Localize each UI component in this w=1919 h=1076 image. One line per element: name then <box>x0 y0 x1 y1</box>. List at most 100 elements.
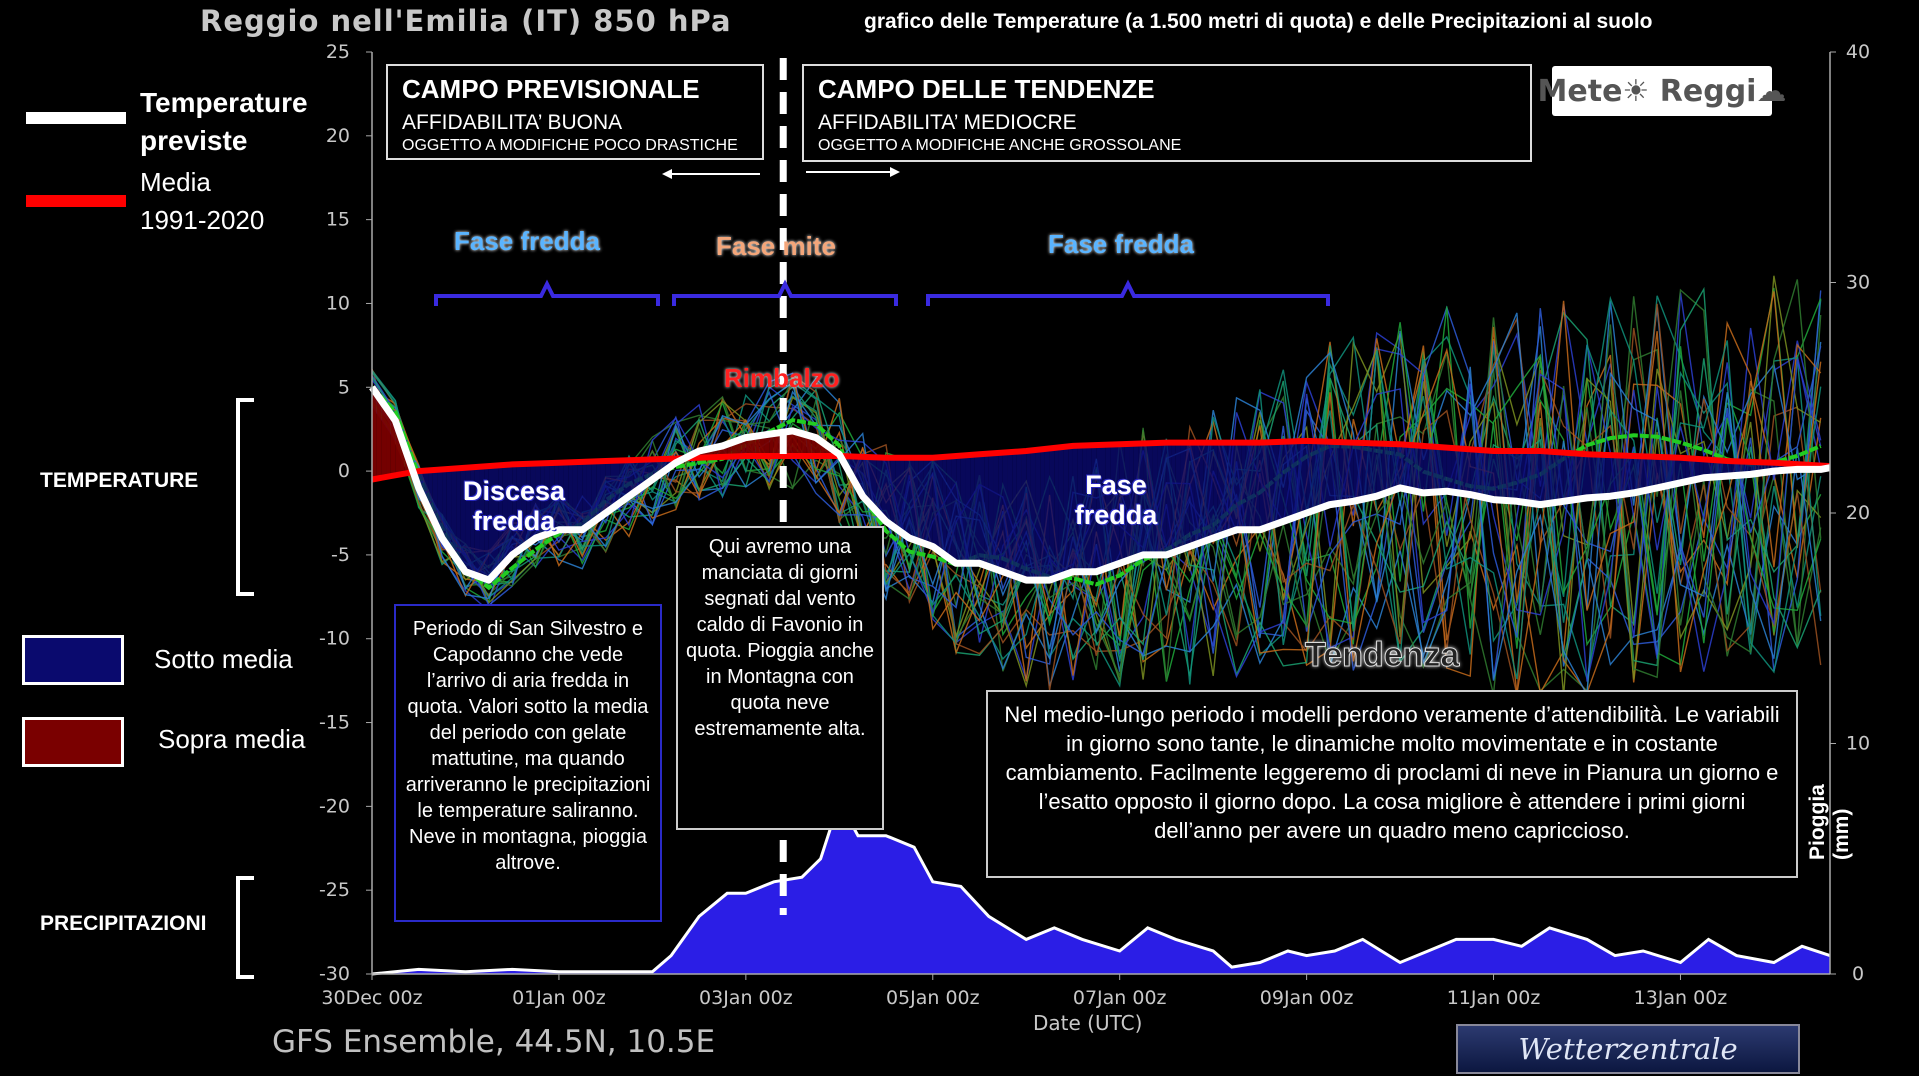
note-right: Nel medio-lungo periodo i modelli perdon… <box>986 690 1798 878</box>
below-mean-segment <box>446 468 452 552</box>
trend-label: Tendenza <box>1304 636 1460 675</box>
below-mean-segment <box>1633 456 1639 493</box>
below-mean-segment <box>1091 445 1097 572</box>
below-mean-segment <box>1418 445 1424 493</box>
below-mean-segment <box>1488 450 1494 500</box>
chart-title: Reggio nell'Emilia (IT) 850 hPa <box>200 4 732 38</box>
wetterzentrale-logo-text: Wetterzentrale <box>1518 1032 1738 1066</box>
forecast-temperature-polyline <box>369 385 1831 584</box>
below-mean-segment <box>488 465 494 581</box>
below-mean-segment <box>1273 441 1279 525</box>
below-mean-segment <box>1694 458 1700 480</box>
left-tick-label: -25 <box>319 879 350 901</box>
cold-phase-label: Fase fredda <box>1046 470 1186 530</box>
below-mean-segment <box>1016 451 1022 579</box>
mean-legend-label: Media 1991-2020 <box>140 163 264 239</box>
below-mean-segment <box>544 463 550 535</box>
cold-phase-line2: fredda <box>1074 500 1158 530</box>
below-mean-segment <box>1558 452 1564 502</box>
below-mean-segment <box>942 456 947 557</box>
below-mean-segment <box>1185 442 1190 549</box>
below-mean-segment <box>493 465 499 576</box>
below-mean-segment <box>1166 442 1172 555</box>
trend-field-reliability: AFFIDABILITA’ MEDIOCRE <box>818 111 1077 134</box>
left-tick-label: -15 <box>319 712 350 734</box>
below-mean-segment <box>1358 442 1363 501</box>
meteo-reggio-logo: Mete☀ Reggi☁ <box>1538 66 1786 116</box>
x-tick-label: 11Jan 00z <box>1447 987 1541 1009</box>
below-mean-segment <box>904 457 910 539</box>
below-mean-segment <box>1110 444 1116 567</box>
above-mean-segment <box>381 400 387 478</box>
above-mean-segment <box>773 432 779 457</box>
below-mean-segment <box>1058 446 1064 577</box>
below-mean-segment <box>1409 444 1415 491</box>
below-mean-segment <box>1437 446 1443 492</box>
trend-field-box: CAMPO DELLE TENDENZE AFFIDABILITA’ MEDIO… <box>802 64 1532 162</box>
left-tick-label: -10 <box>319 628 350 650</box>
below-mean-segment <box>1470 449 1475 496</box>
above-mean-segment <box>806 434 812 457</box>
below-mean-segment <box>1619 455 1625 495</box>
above-mean-segment <box>764 434 770 457</box>
below-mean-segment <box>923 457 929 545</box>
below-mean-segment <box>1563 452 1569 502</box>
below-mean-segment <box>638 459 644 490</box>
below-mean-segment <box>1423 445 1429 493</box>
below-mean-segment <box>498 465 503 570</box>
below-mean-segment <box>1241 442 1246 530</box>
below-mean-segment <box>970 454 975 564</box>
below-mean-segment <box>1245 442 1251 530</box>
below-mean-segment <box>1325 441 1330 507</box>
below-mean-segment <box>1072 445 1078 572</box>
note-left: Periodo di San Silvestro e Capodanno che… <box>394 604 662 922</box>
below-mean-segment <box>1596 454 1602 498</box>
below-mean-segment <box>1381 443 1387 495</box>
below-mean-segment <box>1652 456 1658 489</box>
right-tick-label: 10 <box>1846 733 1870 755</box>
below-mean-segment <box>914 457 919 542</box>
below-mean-segment <box>437 469 443 539</box>
chart-subtitle: grafico delle Temperature (a 1.500 metri… <box>864 10 1653 33</box>
below-mean-segment <box>1372 443 1377 498</box>
below-mean-segment <box>1320 441 1326 508</box>
below-mean-segment <box>1685 458 1690 482</box>
below-mean-segment <box>456 468 461 565</box>
temperature-side-label: TEMPERATURE <box>40 469 199 492</box>
above-mean-segment <box>787 430 793 457</box>
rebound-label: Rimbalzo <box>724 363 840 393</box>
below-mean-segment <box>516 464 522 552</box>
left-tick-label: -20 <box>319 795 350 817</box>
forecast-legend-line2: previste <box>140 125 248 156</box>
mean-legend-swatch <box>26 195 126 207</box>
cold-drop-label: Discesa fredda <box>444 476 584 536</box>
below-mean-segment <box>1540 450 1545 505</box>
ensemble-member-line <box>371 351 1822 698</box>
below-mean-segment <box>1203 442 1209 542</box>
below-mean-segment <box>554 462 559 532</box>
below-mean-segment <box>862 456 868 502</box>
right-tick-label: 0 <box>1852 963 1864 985</box>
x-tick-label: 13Jan 00z <box>1634 987 1728 1009</box>
below-mean-segment <box>1717 460 1723 477</box>
below-mean-segment <box>1175 442 1181 552</box>
below-mean-segment <box>1306 440 1312 513</box>
below-mean-segment <box>1526 450 1531 504</box>
mean-legend-line2: 1991-2020 <box>140 205 265 235</box>
model-label: GFS Ensemble, 44.5N, 10.5E <box>272 1024 716 1060</box>
below-mean-segment <box>1577 453 1583 500</box>
below-mean-segment <box>1227 442 1232 534</box>
below-mean-segment <box>965 454 971 564</box>
below-mean-segment <box>937 457 943 554</box>
below-mean-segment <box>1115 444 1120 565</box>
below-mean-segment <box>1442 447 1447 492</box>
above-mean-segment <box>792 430 798 457</box>
below-mean-segment <box>1353 442 1359 502</box>
below-mean-segment <box>451 468 457 559</box>
below-mean-segment <box>1231 442 1237 532</box>
x-tick-label: 05Jan 00z <box>886 987 980 1009</box>
below-mean-segment <box>1582 453 1587 499</box>
below-mean-segment <box>1143 443 1148 555</box>
below-mean-segment <box>1400 444 1405 489</box>
